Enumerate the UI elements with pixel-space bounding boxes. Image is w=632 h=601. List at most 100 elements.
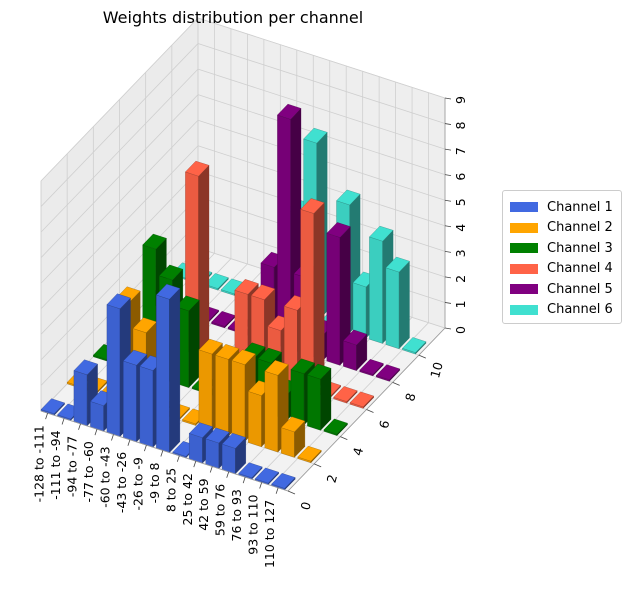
x-tick — [226, 471, 230, 478]
y-tick — [366, 409, 374, 413]
z-tick — [444, 174, 452, 177]
x-tick-label: 110 to 127 — [262, 500, 277, 568]
y-tick-label: 2 — [324, 473, 341, 485]
legend-item: Channel 1 — [510, 197, 621, 218]
x-tick-label: 42 to 59 — [196, 478, 211, 530]
x-tick — [127, 439, 131, 446]
z-tick-label: 4 — [453, 224, 468, 232]
z-tick-label: 3 — [453, 249, 468, 257]
y-tick-label: 8 — [402, 391, 419, 403]
x-tick — [275, 487, 279, 494]
z-tick — [444, 276, 452, 279]
y-tick-label: 10 — [427, 360, 446, 379]
bar-channel-3-14 — [323, 418, 348, 436]
legend-label: Channel 6 — [547, 302, 613, 318]
grid-line-z-left — [40, 43, 199, 207]
x-tick-label: 8 to 25 — [163, 468, 178, 512]
legend-swatch — [510, 304, 538, 315]
bar-channel-5-12 — [343, 329, 368, 371]
y-tick — [340, 436, 348, 441]
z-tick-label: 5 — [453, 198, 468, 206]
z-tick — [444, 302, 452, 304]
x-tick — [242, 477, 246, 484]
x-tick — [209, 466, 213, 473]
grid-line-z-left — [40, 94, 199, 258]
x-tick-label: -77 to -60 — [81, 441, 96, 502]
legend-item: Channel 4 — [510, 259, 621, 280]
legend-label: Channel 1 — [547, 199, 613, 215]
z-tick-label: 1 — [453, 300, 468, 308]
y-tick — [392, 381, 400, 386]
bar-channel-2-13 — [280, 416, 306, 458]
chart-title: Weights distribution per channel — [102, 8, 364, 27]
x-tick-label: -43 to -26 — [114, 452, 129, 513]
y-tick-label: 6 — [376, 419, 393, 431]
legend-item: Channel 3 — [510, 238, 621, 259]
z-tick — [444, 97, 452, 100]
legend-swatch — [510, 284, 538, 295]
grid-line-z-back — [197, 17, 446, 99]
y-tick-label: 0 — [297, 500, 314, 512]
x-tick-label: 93 to 110 — [246, 494, 261, 554]
z-tick-label: 0 — [453, 326, 468, 334]
x-tick-label: 59 to 76 — [213, 484, 228, 536]
legend-swatch — [510, 243, 538, 254]
x-tick — [78, 423, 81, 430]
bar-channel-4-14 — [349, 391, 374, 409]
bar-channel-4-11 — [300, 198, 325, 393]
x-tick-label: 25 to 42 — [180, 473, 195, 525]
y-tick-label: 4 — [350, 446, 367, 458]
legend-item: Channel 5 — [510, 279, 621, 300]
grid-line-z-left — [40, 68, 199, 233]
bar-channel-5-11 — [326, 222, 351, 366]
grid-line-z-back — [197, 68, 446, 150]
z-tick-label: 6 — [453, 173, 468, 181]
grid-line-z-left — [40, 119, 199, 284]
bar-channel-4-13 — [333, 386, 358, 404]
bar-channel-6-13 — [385, 256, 410, 350]
x-tick — [259, 482, 263, 489]
z-tick-label: 2 — [453, 275, 468, 283]
x-tick-label: 76 to 93 — [229, 489, 244, 541]
z-tick — [444, 250, 452, 253]
z-tick — [444, 148, 452, 151]
legend-label: Channel 4 — [547, 261, 613, 277]
y-tick — [418, 354, 426, 359]
legend-label: Channel 3 — [547, 240, 613, 256]
bar-channel-1-12 — [238, 462, 263, 480]
x-tick-label: -9 to 8 — [147, 462, 162, 503]
z-tick — [444, 199, 452, 202]
x-tick — [111, 434, 114, 441]
grid-line-z-left — [40, 196, 199, 361]
x-tick — [94, 429, 98, 436]
x-tick — [144, 445, 147, 452]
grid-line-z-left — [40, 17, 199, 182]
x-tick-label: -94 to -77 — [65, 436, 80, 497]
x-tick — [61, 418, 65, 425]
legend-label: Channel 5 — [547, 281, 613, 297]
x-tick-label: -128 to -111 — [32, 425, 47, 502]
grid-line-z-left — [40, 145, 199, 310]
grid-line-z-back — [197, 43, 446, 124]
bar-channel-5-14 — [375, 364, 401, 382]
legend-item: Channel 2 — [510, 218, 621, 239]
bar-channel-3-13 — [307, 363, 332, 431]
grid-line-z-left — [40, 171, 199, 335]
legend: Channel 1 Channel 2 Channel 3 Channel 4 Chan… — [502, 190, 622, 324]
z-tick-label: 9 — [453, 96, 468, 104]
x-axis-line — [40, 410, 289, 492]
legend-swatch — [510, 202, 538, 213]
x-tick-label: -60 to -43 — [97, 446, 112, 507]
z-tick — [444, 123, 452, 125]
legend-swatch — [510, 263, 538, 274]
bar-channel-6-14 — [402, 337, 427, 355]
bar-channel-2-14 — [297, 445, 322, 464]
bar-channel-1-7 — [156, 283, 181, 453]
z-tick-label: 7 — [453, 147, 468, 155]
y-tick — [314, 463, 322, 468]
y-tick — [287, 490, 296, 495]
x-tick-label: -111 to -94 — [48, 430, 63, 499]
x-tick — [160, 450, 164, 457]
